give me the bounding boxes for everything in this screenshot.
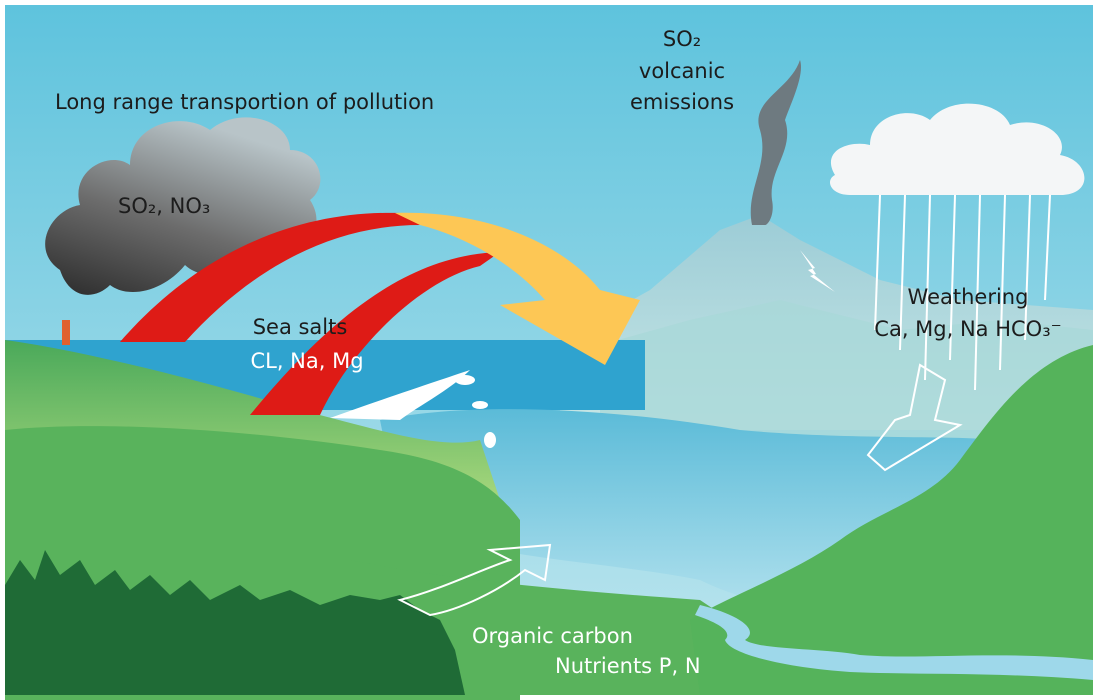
label: Nutrients P, N — [555, 654, 701, 678]
transport-arrow — [395, 212, 640, 365]
sea-spray — [330, 370, 496, 448]
label: SO₂ — [663, 27, 701, 51]
lightning — [800, 250, 835, 292]
rain — [874, 194, 1051, 391]
label: Sea salts — [253, 315, 348, 339]
forest — [5, 550, 465, 695]
chimney — [62, 320, 70, 345]
label: Long range transportion of pollution — [55, 90, 434, 114]
rain-cloud — [830, 103, 1085, 195]
pollution-arc — [120, 212, 420, 342]
weathering-arrow — [866, 363, 963, 472]
label: emissions — [630, 90, 734, 114]
label: Organic carbon — [472, 624, 633, 648]
label: SO₂, NO₃ — [118, 194, 210, 218]
hill — [690, 345, 1093, 695]
sea-salt-arc — [250, 252, 500, 415]
volcanic-plume — [750, 60, 802, 225]
runoff-arrow — [397, 543, 552, 617]
mountain — [600, 300, 1093, 440]
label: volcanic — [639, 59, 725, 83]
label: Ca, Mg, Na HCO₃⁻ — [874, 317, 1061, 341]
label: CL, Na, Mg — [250, 349, 363, 373]
river — [695, 605, 1093, 680]
label: Weathering — [908, 285, 1029, 309]
